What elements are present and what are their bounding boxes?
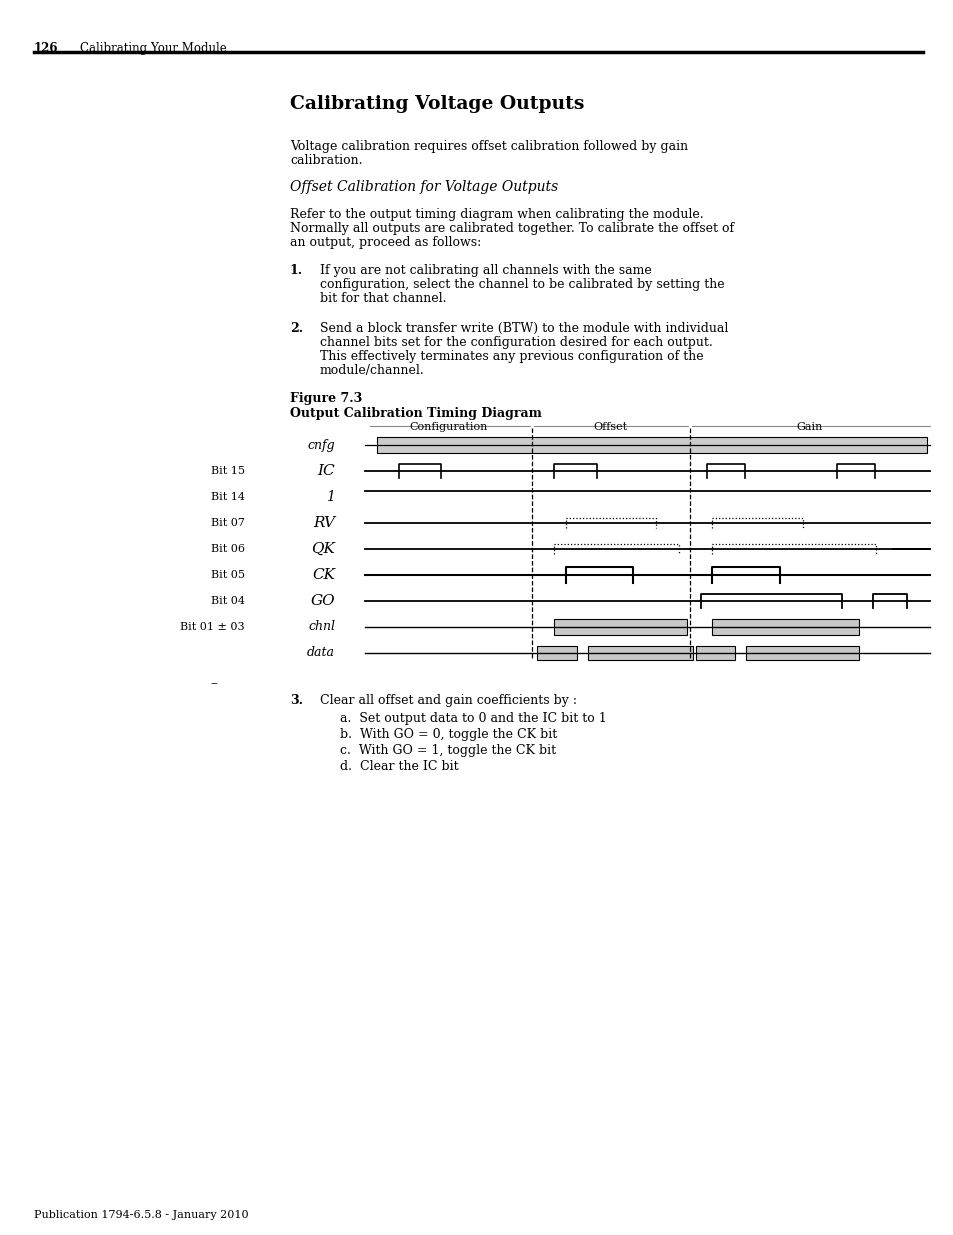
Text: This effectively terminates any previous configuration of the: This effectively terminates any previous… <box>319 350 703 363</box>
Text: If you are not calibrating all channels with the same: If you are not calibrating all channels … <box>319 264 651 277</box>
Text: Bit 04: Bit 04 <box>211 597 245 606</box>
Text: RV: RV <box>313 516 335 530</box>
Text: b.  With GO = 0, toggle the CK bit: b. With GO = 0, toggle the CK bit <box>339 727 557 741</box>
Text: IC: IC <box>317 464 335 478</box>
Text: channel bits set for the configuration desired for each output.: channel bits set for the configuration d… <box>319 336 712 350</box>
Text: Bit 07: Bit 07 <box>211 517 245 529</box>
Text: Bit 05: Bit 05 <box>211 571 245 580</box>
Text: Figure 7.3: Figure 7.3 <box>290 391 362 405</box>
Text: Bit 06: Bit 06 <box>211 543 245 555</box>
Text: c.  With GO = 1, toggle the CK bit: c. With GO = 1, toggle the CK bit <box>339 743 556 757</box>
Text: Calibrating Voltage Outputs: Calibrating Voltage Outputs <box>290 95 584 112</box>
Text: GO: GO <box>310 594 335 608</box>
Text: Normally all outputs are calibrated together. To calibrate the offset of: Normally all outputs are calibrated toge… <box>290 222 734 235</box>
Text: Configuration: Configuration <box>409 422 487 432</box>
Bar <box>695 646 735 661</box>
Text: data: data <box>307 646 335 659</box>
Bar <box>712 619 859 635</box>
Text: 1: 1 <box>326 490 335 504</box>
Text: d.  Clear the IC bit: d. Clear the IC bit <box>339 760 458 773</box>
Text: Refer to the output timing diagram when calibrating the module.: Refer to the output timing diagram when … <box>290 207 703 221</box>
Text: chnl: chnl <box>308 620 335 634</box>
Text: Bit 15: Bit 15 <box>211 466 245 475</box>
Bar <box>376 436 926 453</box>
Bar <box>537 646 577 661</box>
Text: 126: 126 <box>34 42 58 56</box>
Text: cnfg: cnfg <box>307 438 335 452</box>
Text: Bit 14: Bit 14 <box>211 492 245 501</box>
Text: configuration, select the channel to be calibrated by setting the: configuration, select the channel to be … <box>319 278 724 291</box>
Text: QK: QK <box>311 542 335 556</box>
Text: Send a block transfer write (BTW) to the module with individual: Send a block transfer write (BTW) to the… <box>319 322 727 335</box>
Text: bit for that channel.: bit for that channel. <box>319 291 446 305</box>
Text: CK: CK <box>312 568 335 582</box>
Text: 3.: 3. <box>290 694 303 706</box>
Bar <box>745 646 859 661</box>
Text: Offset: Offset <box>593 422 627 432</box>
Text: Gain: Gain <box>796 422 822 432</box>
Bar <box>588 646 692 661</box>
Text: –: – <box>210 676 216 690</box>
Text: an output, proceed as follows:: an output, proceed as follows: <box>290 236 480 249</box>
Text: Calibrating Your Module: Calibrating Your Module <box>80 42 227 56</box>
Text: a.  Set output data to 0 and the IC bit to 1: a. Set output data to 0 and the IC bit t… <box>339 713 606 725</box>
Text: module/channel.: module/channel. <box>319 364 424 377</box>
Text: Clear all offset and gain coefficients by :: Clear all offset and gain coefficients b… <box>319 694 577 706</box>
Text: 2.: 2. <box>290 322 303 335</box>
Text: calibration.: calibration. <box>290 154 362 167</box>
Text: 1.: 1. <box>290 264 303 277</box>
Text: Bit 01 ± 03: Bit 01 ± 03 <box>180 622 245 632</box>
Text: Publication 1794-6.5.8 - January 2010: Publication 1794-6.5.8 - January 2010 <box>34 1210 249 1220</box>
Text: Voltage calibration requires offset calibration followed by gain: Voltage calibration requires offset cali… <box>290 140 687 153</box>
Bar <box>554 619 686 635</box>
Text: Offset Calibration for Voltage Outputs: Offset Calibration for Voltage Outputs <box>290 180 558 194</box>
Text: Output Calibration Timing Diagram: Output Calibration Timing Diagram <box>290 408 541 420</box>
